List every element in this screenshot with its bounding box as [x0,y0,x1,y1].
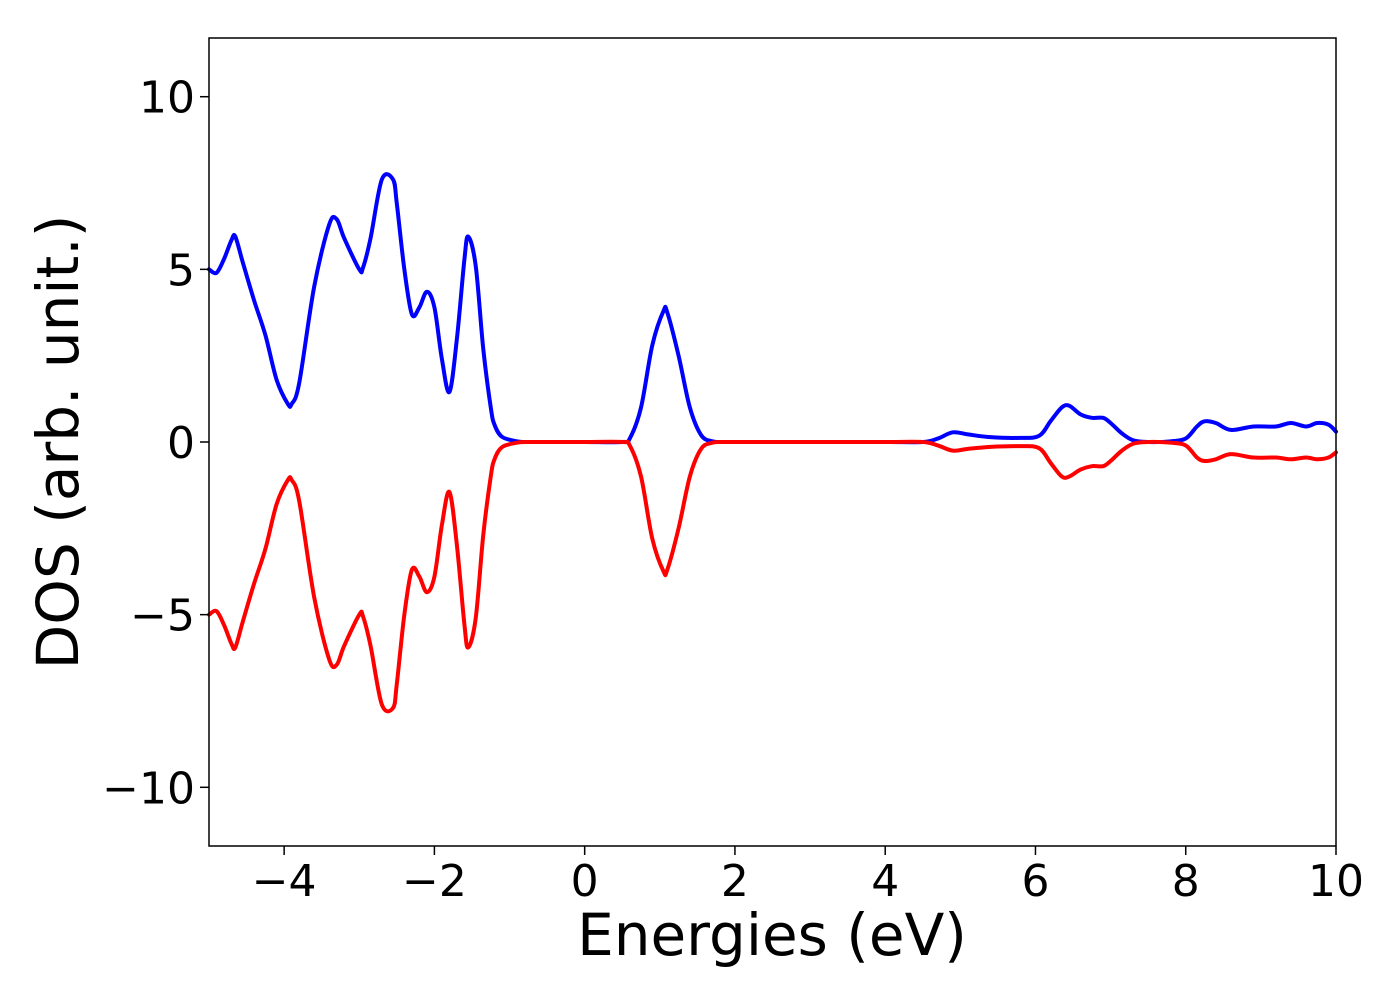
x-tick-label: −2 [402,856,467,907]
series-layer [207,172,1338,714]
plot-frame [208,37,1337,847]
series-line-red [207,439,1338,714]
x-tick-label: 4 [871,856,899,907]
y-axis-title: DOS (arb. unit.) [24,215,92,670]
y-tick-label: 0 [167,418,195,469]
y-tick-label: 10 [139,73,195,124]
y-tick-label: −5 [130,591,195,642]
x-axis-ticks: −4 −2 0 2 4 6 8 10 [252,846,1364,907]
y-tick-label: −10 [102,763,195,814]
y-tick-label: 5 [167,245,195,296]
x-tick-label: 0 [571,856,599,907]
x-axis-title: Energies (eV) [577,901,967,969]
x-tick-label: −4 [252,856,317,907]
x-tick-label: 6 [1021,856,1049,907]
x-tick-label: 2 [721,856,749,907]
y-axis-ticks: −10 −5 0 5 10 [102,73,209,814]
x-tick-label: 10 [1308,856,1364,907]
x-tick-label: 8 [1172,856,1200,907]
